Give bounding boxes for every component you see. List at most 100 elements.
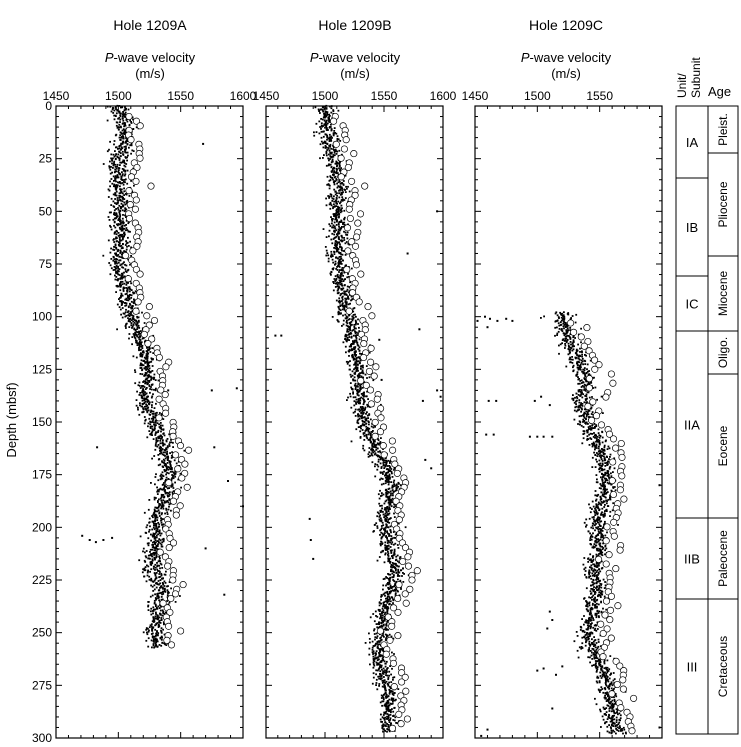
velocity-point [109,264,112,267]
velocity-point [335,217,338,220]
velocity-point [353,353,356,356]
velocity-point [381,532,384,535]
velocity-point [390,494,392,497]
velocity-point [125,224,127,226]
velocity-point [119,210,122,212]
velocity-point [383,719,386,721]
velocity-point [171,474,173,476]
velocity-point [122,154,125,156]
velocity-point [329,145,332,148]
velocity-point [361,424,364,426]
velocity-point [163,443,166,446]
velocity-point [160,473,163,476]
velocity-point [118,123,121,126]
velocity-point [115,153,117,155]
velocity-point [390,635,393,638]
velocity-point [156,445,159,448]
outlier-point [235,387,238,390]
discrete-measurement [165,622,173,630]
velocity-point [123,224,126,227]
velocity-point [151,428,154,430]
velocity-point [139,367,142,369]
velocity-point [150,625,153,628]
velocity-point [166,600,168,602]
velocity-point [383,615,386,618]
velocity-point [388,587,391,590]
velocity-point [328,235,330,238]
velocity-point [152,516,154,519]
velocity-point [142,390,145,393]
velocity-point [127,297,129,299]
discrete-measurement [174,465,182,473]
velocity-point [398,571,401,574]
velocity-point [149,391,151,394]
velocity-point [158,538,161,540]
velocity-point [130,282,132,285]
velocity-point [339,261,341,264]
velocity-point [386,496,389,499]
velocity-point [118,105,121,107]
velocity-point [124,165,127,168]
velocity-point [337,210,340,213]
velocity-point [147,537,150,540]
velocity-point [391,557,394,559]
velocity-point [331,242,334,245]
velocity-point [402,567,404,570]
velocity-point [151,620,154,623]
velocity-point [329,225,332,227]
velocity-point [128,286,131,288]
outlier-point [81,534,84,537]
discrete-measurement [389,446,397,454]
velocity-point [333,132,335,135]
velocity-point [115,124,118,127]
velocity-point [367,427,369,430]
velocity-point [388,495,391,498]
velocity-point [119,114,122,117]
velocity-point [123,275,126,278]
velocity-point [333,247,335,249]
velocity-point [122,111,124,113]
velocity-point [171,485,174,487]
velocity-point [156,507,158,510]
velocity-point [385,584,387,587]
velocity-point [337,162,339,165]
velocity-point [147,363,150,365]
velocity-point [393,516,396,518]
velocity-point [116,285,119,288]
velocity-point [157,592,160,595]
velocity-point [149,414,151,416]
velocity-point [384,541,387,544]
velocity-point [341,292,344,295]
velocity-point [376,669,379,672]
outlier-point [167,389,170,392]
velocity-point [158,607,161,609]
velocity-point [152,413,155,415]
velocity-point [379,534,381,536]
velocity-point [377,450,380,453]
velocity-point [374,652,377,654]
velocity-point [373,620,376,623]
velocity-point [146,353,149,356]
velocity-point [381,521,384,524]
velocity-point [339,239,342,242]
velocity-point [384,464,387,467]
velocity-point [122,312,125,315]
velocity-point [337,185,340,187]
velocity-point [327,157,330,160]
velocity-point [139,349,142,351]
velocity-point [145,381,147,384]
velocity-point [143,416,146,418]
velocity-point [119,281,122,284]
velocity-point [372,645,375,647]
velocity-point [153,556,156,559]
velocity-point [392,697,395,700]
velocity-point [141,364,143,367]
velocity-point [340,293,342,295]
velocity-point [394,563,397,566]
velocity-point [326,143,329,145]
velocity-point [385,499,388,502]
velocity-point [150,376,153,379]
velocity-point [330,123,332,126]
velocity-point [336,289,339,292]
velocity-point [122,301,124,303]
